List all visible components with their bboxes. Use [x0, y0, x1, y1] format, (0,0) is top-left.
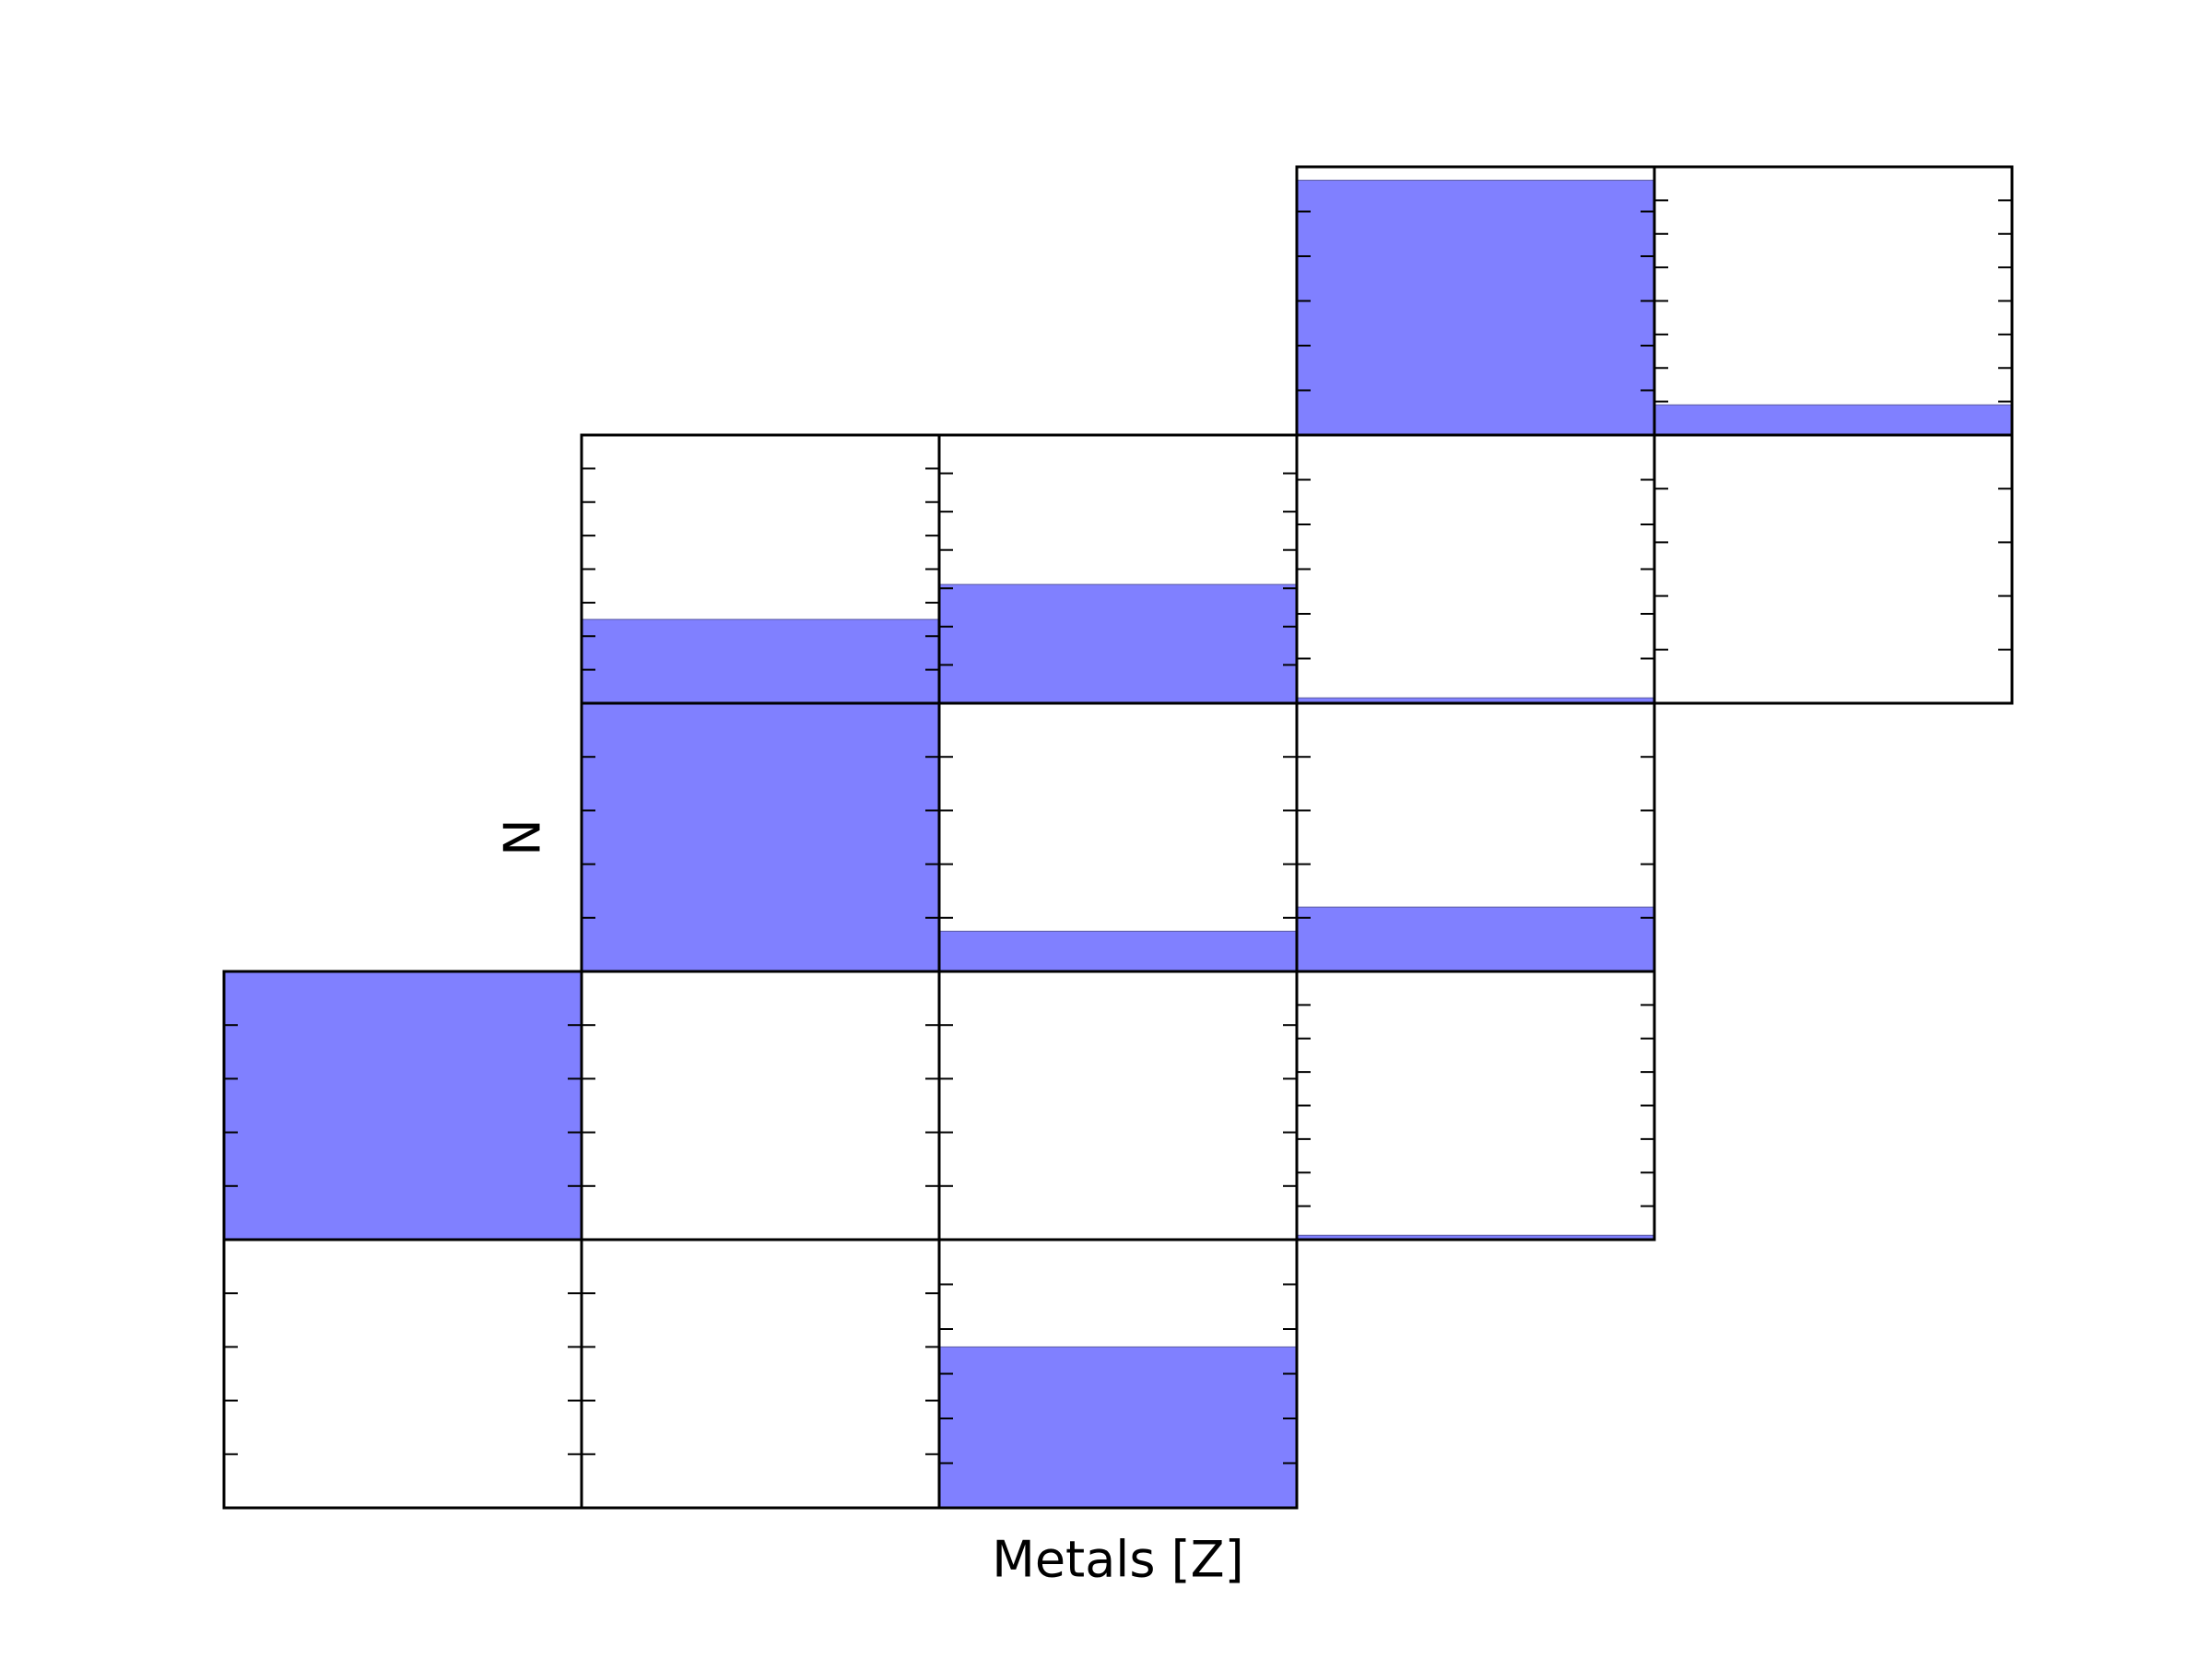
bar	[938, 930, 1298, 972]
bar	[938, 1346, 1298, 1509]
bar	[1296, 180, 1655, 436]
panel-frame	[1653, 433, 2014, 705]
y-axis-label: N	[494, 818, 552, 855]
panel-frame	[580, 1238, 941, 1510]
panel-frame	[937, 970, 1299, 1241]
bar	[581, 618, 940, 704]
bar	[581, 702, 940, 972]
bar	[938, 583, 1298, 704]
panel-frame	[222, 1238, 583, 1510]
panel-frame	[1653, 165, 2014, 437]
bar	[1296, 906, 1655, 972]
panel-frame	[1295, 970, 1656, 1241]
bar	[1653, 404, 2013, 436]
x-axis-label: Metals [Z]	[992, 1531, 1244, 1589]
panel-frame	[580, 970, 941, 1241]
panel-frame	[937, 1238, 1299, 1510]
panel-frame	[1295, 433, 1656, 705]
bar	[223, 971, 582, 1241]
